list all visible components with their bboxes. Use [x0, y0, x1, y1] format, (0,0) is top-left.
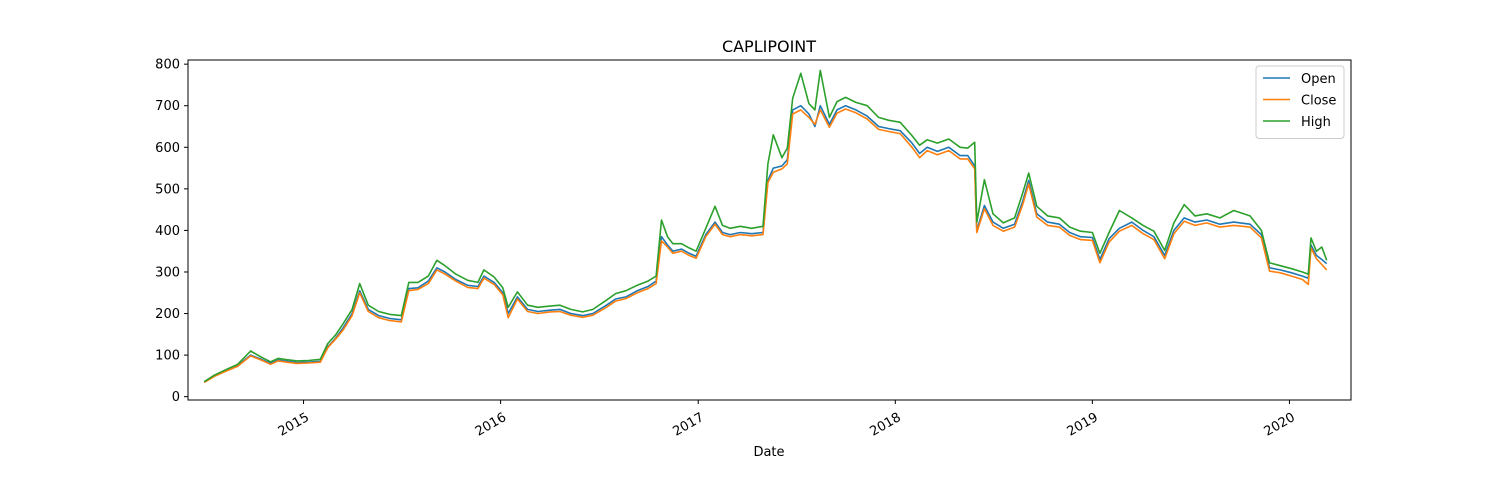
series-line-close: [203, 108, 1328, 384]
legend-label-high: High: [1301, 115, 1331, 130]
y-tick-label: 0: [172, 390, 180, 405]
plot-area: [188, 60, 1351, 400]
x-tick-label: 2018: [868, 410, 904, 440]
y-tick-label: 100: [155, 349, 180, 364]
x-tick-label: 2016: [473, 410, 509, 440]
chart-title: CAPLIPOINT: [722, 37, 816, 56]
y-tick-label: 700: [155, 99, 180, 114]
y-tick-label: 200: [155, 307, 180, 322]
legend: Open Close High: [1255, 65, 1345, 139]
legend-label-close: Close: [1301, 94, 1336, 109]
y-tick-label: 600: [155, 141, 180, 156]
x-tick-label: 2015: [276, 410, 312, 440]
x-tick-label: 2017: [670, 410, 706, 440]
series-line-high: [203, 69, 1328, 383]
y-tick-label: 300: [155, 265, 180, 280]
x-tick-label: 2019: [1065, 410, 1101, 440]
y-tick-label: 800: [155, 58, 180, 73]
legend-label-open: Open: [1301, 72, 1336, 87]
y-tick-label: 400: [155, 224, 180, 239]
y-tick-label: 500: [155, 182, 180, 197]
x-tick-label: 2020: [1262, 410, 1298, 440]
series-layer: [203, 69, 1328, 384]
plot-frame: [187, 59, 1352, 401]
x-axis-label: Date: [753, 445, 784, 460]
